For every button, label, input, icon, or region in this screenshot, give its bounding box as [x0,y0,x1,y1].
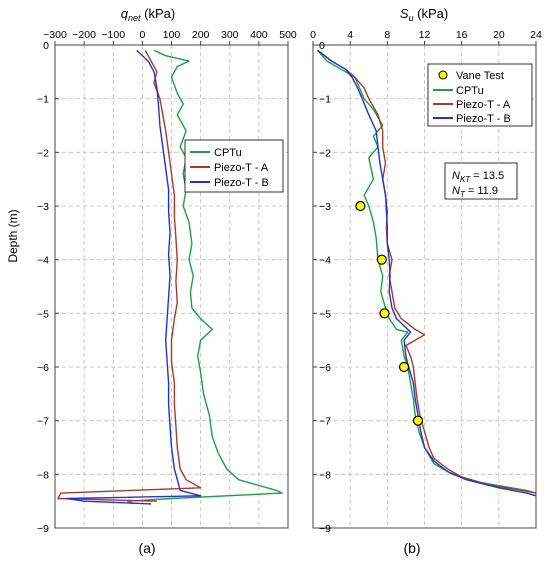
legend-b-vane-label: Vane Test [456,70,504,82]
vane-test-point [412,415,424,426]
vane-test-point [376,254,387,265]
series-line-piezo-t-a [57,50,202,502]
y-tick-label: −1 [319,94,331,106]
panel-a-legend: CPTu Piezo-T - A Piezo-T - B [184,139,284,193]
y-tick-label: −9 [37,523,49,535]
panel-b-y-ticks: 0 −1 −2 −3 −4 −5 −6 −7 −8 −9 [313,40,331,535]
panel-b-legend: Vane Test CPTu Piezo-T - A Piezo-T - B [427,63,533,127]
x-tick-label: −100 [101,29,125,41]
panel-a-label: (a) [138,540,155,556]
series-line-cptu [317,49,537,494]
panel-a-ylabel: Depth (m) [6,209,20,262]
series-line-piezo-t-b [317,49,537,497]
vane-test-point [398,361,410,373]
panel-a-grid [55,45,288,528]
x-tick-label: 0 [139,29,145,41]
x-tick-label: 200 [192,29,210,41]
y-tick-label: −3 [37,201,49,213]
panel-b-label: (b) [403,540,420,556]
series-line-piezo-t-a [317,49,537,494]
y-tick-label: −8 [319,469,331,481]
y-tick-label: −4 [37,255,49,267]
x-tick-label: 12 [419,29,431,41]
y-tick-label: −5 [319,308,331,320]
panel-b-x-ticks: 0 4 8 12 16 20 24 [310,29,542,45]
vane-test-point [379,308,390,319]
panel-b-annotation-box [444,162,518,200]
legend-b-piezo-a-label: Piezo-T - A [456,99,511,111]
panel-a-title: qnet (kPa) [121,6,175,23]
x-tick-label: 24 [530,29,542,41]
annotation-nt: NT = 11.9 [452,185,498,199]
panel-b-series [317,49,537,497]
series-line-cptu [127,49,283,505]
y-tick-label: −6 [37,362,49,374]
panel-a-series [57,49,283,505]
legend-b-cptu-label: CPTu [456,85,484,97]
y-tick-label: 0 [319,40,325,52]
y-tick-label: −6 [319,362,331,374]
x-tick-label: 4 [347,29,353,41]
x-tick-label: 500 [279,29,297,41]
panel-b-annotation: NKT = 13.5 NT = 11.9 [444,162,518,200]
legend-b-vane-marker [438,70,448,80]
vane-test-point [355,200,366,212]
x-tick-label: 100 [163,29,181,41]
panel-a-x-ticks: −300 −200 −100 0 100 200 300 400 500 [43,29,297,45]
legend-b-piezo-b-label: Piezo-T - B [456,113,511,125]
y-tick-label: −1 [37,94,49,106]
x-tick-label: 300 [221,29,239,41]
y-tick-label: −7 [319,416,331,428]
panel-b-grid [313,45,536,528]
annotation-nkt: NKT = 13.5 [452,170,504,184]
x-tick-label: 20 [493,29,505,41]
x-tick-label: 0 [310,29,316,41]
x-tick-label: 8 [384,29,390,41]
panel-a-chart: −300 −200 −100 0 100 200 300 400 500 0 −1 −2 −3 −4 −5… [6,6,297,556]
panel-b-vane-points [355,200,424,426]
panel-b-title: Su (kPa) [400,6,448,23]
y-tick-label: −7 [37,416,49,428]
x-tick-label: −300 [43,29,67,41]
y-tick-label: −3 [319,201,331,213]
legend-a-piezo-a-label: Piezo-T - A [214,162,269,174]
y-tick-label: −4 [319,255,331,267]
y-tick-label: −2 [319,147,331,159]
y-tick-label: 0 [43,40,49,52]
series-line-piezo-t-b [65,49,202,505]
y-tick-label: −5 [37,308,49,320]
x-tick-label: 16 [456,29,468,41]
panel-a-y-ticks: 0 −1 −2 −3 −4 −5 −6 −7 −8 −9 [37,40,59,535]
y-tick-label: −2 [37,147,49,159]
y-tick-label: −8 [37,469,49,481]
panel-b-chart: 0 4 8 12 16 20 24 0 −1 −2 −3 −4 −5 −6 −7 −8 −9 Su (kPa)… [310,6,542,556]
legend-a-piezo-b-label: Piezo-T - B [214,177,269,189]
x-tick-label: 400 [250,29,268,41]
x-tick-label: −200 [72,29,96,41]
y-tick-label: −9 [319,523,331,535]
legend-a-cptu-label: CPTu [214,147,242,159]
